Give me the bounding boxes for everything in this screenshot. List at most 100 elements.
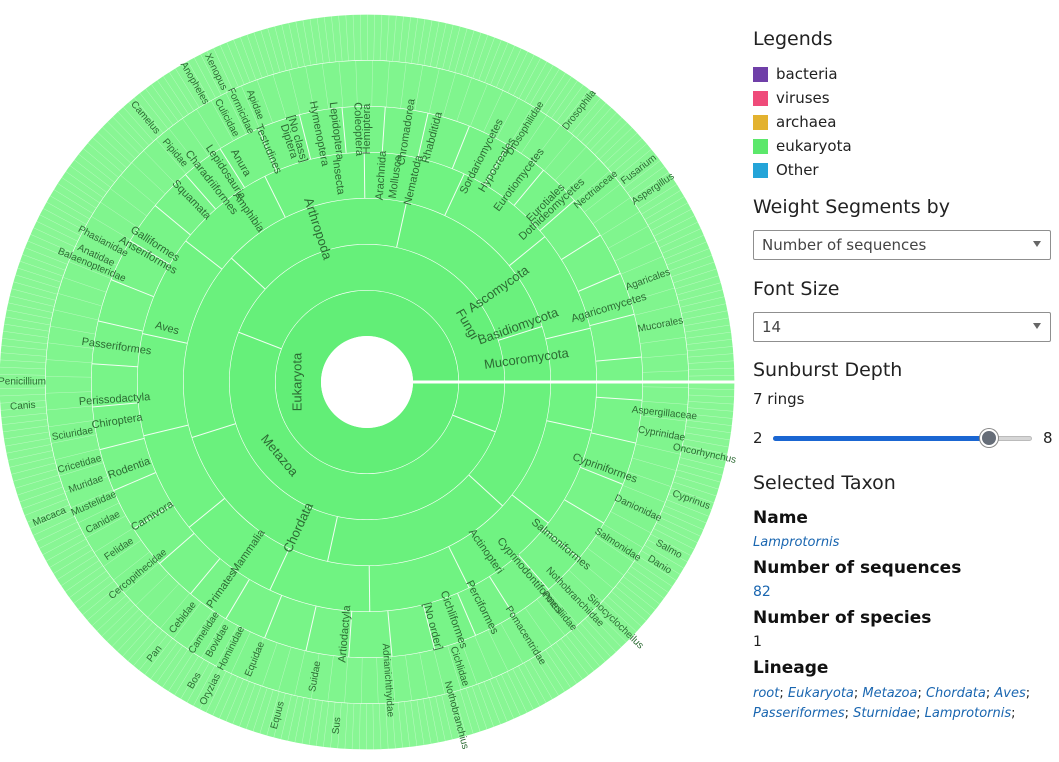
sunburst-segment-divider [24, 247, 68, 265]
legend-item[interactable]: Other [753, 160, 819, 180]
lineage-link[interactable]: Metazoa [862, 686, 918, 701]
sunburst-segment-divider [456, 77, 473, 122]
sunburst-segment-divider [186, 662, 210, 703]
sunburst-segment-divider [24, 498, 68, 516]
legend-label: viruses [776, 89, 830, 107]
depth-slider-handle[interactable] [979, 429, 998, 447]
sunburst-segment-divider [49, 544, 90, 568]
sunburst-segment-divider [0, 352, 47, 357]
sunburst-segment-divider [638, 183, 678, 209]
sunburst-segment-divider [396, 202, 407, 248]
sunburst-chart[interactable]: EukaryotaMetazoaFungiChordataArthropodaA… [0, 0, 736, 762]
sunburst-segment-divider [65, 171, 104, 198]
sunburst-segment-divider [444, 173, 465, 216]
sunburst-segment-divider [686, 339, 733, 345]
sunburst-segment-divider [685, 324, 731, 333]
sunburst-segment-divider [91, 363, 138, 368]
lineage-link[interactable]: Passeriformes [753, 706, 845, 721]
sunburst-segment-divider [610, 511, 652, 534]
lineage-separator: ; [916, 706, 925, 721]
sunburst-segment-divider [372, 703, 374, 750]
sunburst-segment-divider [186, 610, 213, 650]
sunburst-segment-divider [684, 317, 730, 326]
lineage-link[interactable]: Chordata [925, 686, 986, 701]
sunburst-segment-divider [57, 183, 97, 209]
sunburst-segment-divider [379, 14, 383, 61]
sunburst-segment-divider [590, 116, 623, 151]
legend-item[interactable]: bacteria [753, 64, 838, 84]
lineage-link[interactable]: root [753, 686, 780, 701]
sunburst-segment-divider [215, 625, 238, 667]
sunburst-segment-divider [82, 230, 124, 253]
lineage-list: root; Eukaryota; Metazoa; Chordata; Aves… [753, 684, 1053, 724]
sunburst-segment-divider [513, 169, 545, 206]
sunburst-segment-divider [159, 533, 195, 565]
species-label: Number of species [753, 608, 932, 628]
sunburst-segment-divider [38, 527, 81, 549]
lineage-link[interactable]: Eukaryota [787, 686, 854, 701]
legend-item[interactable]: archaea [753, 112, 836, 132]
lineage-link[interactable]: Sturnidae [853, 706, 917, 721]
sunburst-segment-divider [521, 114, 548, 154]
sunburst-segment-divider [344, 657, 348, 704]
sunburst-segment-divider [373, 14, 375, 61]
sunburst-segment-divider [193, 57, 216, 98]
weight-title: Weight Segments by [753, 196, 950, 218]
sunburst-segment-divider [156, 645, 183, 684]
legend-swatch [753, 138, 768, 154]
taxon-name-link[interactable]: Lamprotornis [753, 535, 840, 550]
sunburst-segment-divider [623, 576, 661, 605]
sunburst-segment-divider [678, 289, 724, 302]
sunburst-segment-divider [688, 375, 735, 377]
sunburst-segment-divider [189, 558, 221, 595]
sunburst-segment-divider [664, 241, 708, 260]
sunburst-segment-divider [1, 419, 48, 425]
sunburst-segment-divider [253, 31, 269, 76]
sunburst-segment-divider [682, 310, 729, 320]
sunburst-segment-divider [49, 195, 90, 220]
sunburst-segment-divider [273, 693, 286, 739]
sunburst-segment-divider [266, 691, 280, 737]
sunburst-segment-divider [676, 469, 722, 483]
lineage-link[interactable]: Lamprotornis [924, 706, 1012, 721]
sunburst-segment-divider [507, 51, 529, 93]
sunburst-segment-divider [603, 132, 638, 164]
sunburst-segment-divider [671, 487, 715, 504]
lineage-link[interactable]: Aves [994, 686, 1026, 701]
sunburst-segment-divider [168, 71, 194, 111]
sunburst-segment-divider [168, 652, 194, 692]
sunburst-segment-divider [352, 14, 355, 61]
sunburst-segment-divider [35, 521, 78, 543]
sunburst-segment-divider [327, 516, 338, 562]
sunburst-segment-divider [617, 498, 659, 519]
sunburst-segment-divider [45, 391, 92, 394]
sunburst-segment-divider [495, 677, 515, 720]
sunburst-segment-divider [87, 142, 123, 173]
lineage-separator: ; [985, 686, 995, 701]
sunburst-segments[interactable] [0, 13, 736, 751]
sunburst-segment-divider [634, 303, 680, 316]
font-size-select[interactable]: 14 [753, 312, 1051, 342]
sunburst-segment-divider [435, 696, 446, 742]
sunburst-segment-divider [558, 580, 591, 614]
sunburst-segment-divider [264, 595, 283, 639]
weight-select[interactable]: Number of sequences [753, 230, 1051, 260]
sunburst-label: Canis [10, 400, 36, 413]
sunburst-segment-divider [487, 629, 509, 672]
sunburst-label: Suidae [307, 660, 323, 693]
sunburst-segment-divider [536, 599, 566, 636]
sunburst-segment-divider [671, 261, 715, 278]
depth-value-text: 7 rings [753, 390, 805, 408]
sunburst-label: Penicillium [0, 377, 46, 388]
sunburst-segment-divider [73, 159, 111, 188]
sunburst-segment-divider [327, 655, 334, 702]
sunburst-segment-divider [540, 653, 566, 693]
sequences-value: 82 [753, 584, 771, 600]
legend-item[interactable]: eukaryota [753, 136, 852, 156]
sunburst-segment-divider [49, 325, 96, 335]
sunburst-segment-divider [184, 174, 216, 210]
sunburst-segment-divider [360, 14, 362, 61]
legend-item[interactable]: viruses [753, 88, 830, 108]
sunburst-label: Adrianichthyidae [380, 643, 396, 718]
sunburst-segment-divider [540, 72, 566, 112]
